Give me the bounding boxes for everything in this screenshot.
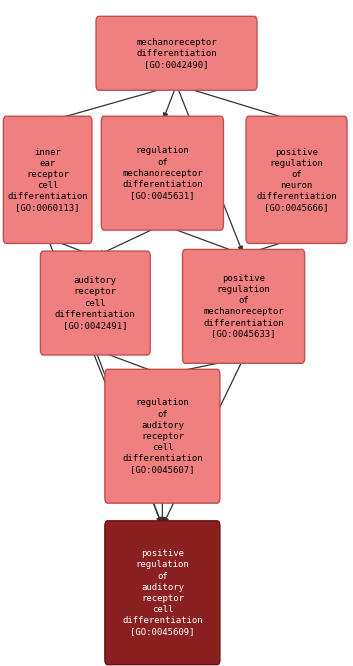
Text: regulation
of
mechanoreceptor
differentiation
[GO:0045631]: regulation of mechanoreceptor differenti… — [122, 147, 203, 200]
FancyBboxPatch shape — [183, 250, 305, 364]
FancyBboxPatch shape — [101, 117, 223, 230]
Text: auditory
receptor
cell
differentiation
[GO:0042491]: auditory receptor cell differentiation [… — [55, 276, 136, 330]
Text: positive
regulation
of
mechanoreceptor
differentiation
[GO:0045633]: positive regulation of mechanoreceptor d… — [203, 274, 284, 338]
Text: mechanoreceptor
differentiation
[GO:0042490]: mechanoreceptor differentiation [GO:0042… — [136, 38, 217, 69]
FancyBboxPatch shape — [4, 117, 92, 244]
FancyBboxPatch shape — [96, 16, 257, 90]
FancyBboxPatch shape — [105, 521, 220, 665]
FancyBboxPatch shape — [246, 117, 347, 244]
FancyBboxPatch shape — [41, 251, 150, 355]
Text: inner
ear
receptor
cell
differentiation
[GO:0060113]: inner ear receptor cell differentiation … — [7, 148, 88, 212]
FancyBboxPatch shape — [105, 369, 220, 503]
Text: positive
regulation
of
neuron
differentiation
[GO:0045666]: positive regulation of neuron differenti… — [256, 148, 337, 212]
Text: regulation
of
auditory
receptor
cell
differentiation
[GO:0045607]: regulation of auditory receptor cell dif… — [122, 398, 203, 474]
Text: positive
regulation
of
auditory
receptor
cell
differentiation
[GO:0045609]: positive regulation of auditory receptor… — [122, 549, 203, 636]
